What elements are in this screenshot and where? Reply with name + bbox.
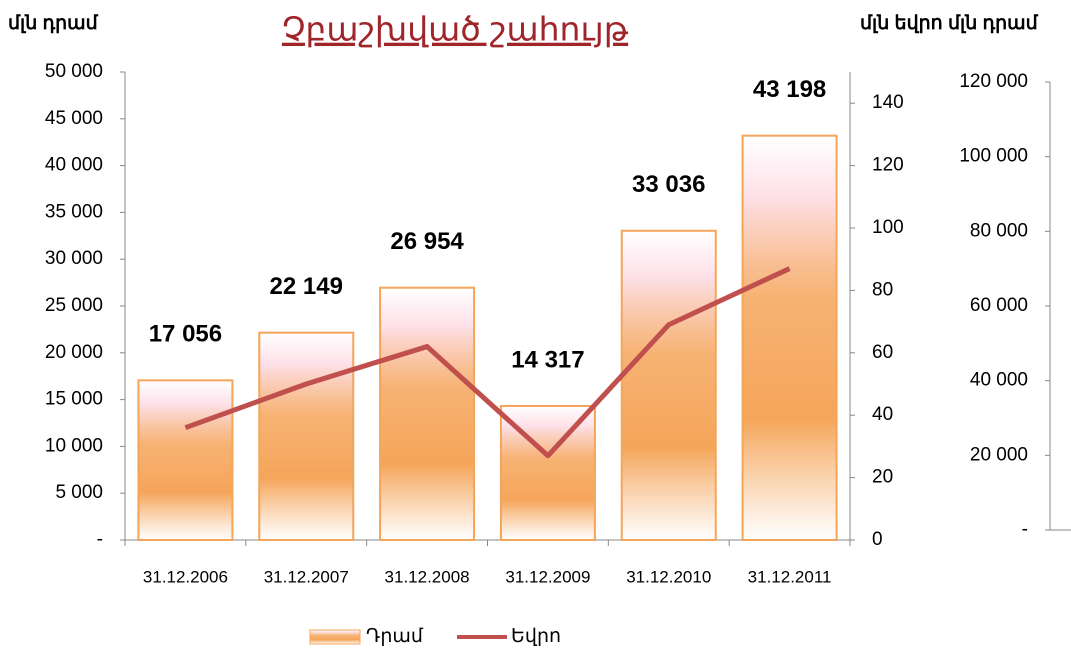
legend-swatch: [309, 629, 361, 645]
x-tick-label: 31.12.2006: [143, 567, 228, 586]
y-tick-label: 15 000: [45, 389, 103, 410]
bar: [379, 286, 476, 542]
legend-label: Եվրո: [511, 626, 561, 647]
bar: [741, 134, 838, 541]
y2-tick-label: 120: [872, 155, 904, 176]
y2-tick-label: 80: [872, 279, 893, 300]
bar: [137, 379, 234, 541]
y2-tick-label: 20: [872, 467, 893, 488]
line-series: [184, 266, 791, 459]
y2-tick-label: 0: [872, 529, 883, 550]
y-tick-label: 100 000: [959, 146, 1028, 167]
bar: [258, 331, 355, 541]
y-tick-label: -: [97, 529, 103, 550]
y-axis-label: մլն դրամ: [948, 13, 1039, 34]
y-tick-label: -: [1022, 519, 1028, 540]
data-label: 14 317: [511, 346, 584, 373]
y-tick-label: 40 000: [970, 370, 1028, 391]
y-tick-label: 60 000: [970, 295, 1028, 316]
chart-title: Չբաշխված շահույթ: [282, 11, 629, 48]
y-tick-label: 40 000: [45, 155, 103, 176]
data-label: 43 198: [753, 76, 826, 103]
y-tick-label: 35 000: [45, 201, 103, 222]
y2-tick-label: 60: [872, 342, 893, 363]
y-tick-label: 80 000: [970, 220, 1028, 241]
legend-label: Դրամ: [366, 626, 424, 647]
data-label: 17 056: [149, 321, 222, 348]
y2-tick-label: 140: [872, 92, 904, 113]
y-tick-label: 5 000: [55, 482, 103, 503]
data-label: 22 149: [270, 273, 343, 300]
y-tick-label: 120 000: [959, 71, 1028, 92]
data-label: 33 036: [632, 171, 705, 198]
y-tick-label: 20 000: [970, 444, 1028, 465]
x-tick-label: 31.12.2011: [748, 567, 832, 586]
y-axis-label: մլն դրամ: [8, 13, 99, 34]
x-tick-label: 31.12.2009: [505, 567, 590, 586]
y2-tick-label: 40: [872, 404, 893, 425]
y-tick-label: 45 000: [45, 108, 103, 129]
y-tick-label: 10 000: [45, 435, 103, 456]
x-tick-label: 31.12.2010: [626, 567, 711, 586]
y-tick-label: 25 000: [45, 295, 103, 316]
y-tick-label: 50 000: [45, 61, 103, 82]
x-tick-label: 31.12.2007: [264, 567, 349, 586]
y2-axis-label: մլն եվրո: [860, 13, 943, 34]
y-tick-label: 30 000: [45, 248, 103, 269]
data-label: 26 954: [390, 228, 464, 255]
y2-tick-label: 100: [872, 217, 904, 238]
x-tick-label: 31.12.2008: [385, 567, 470, 586]
bar: [620, 229, 717, 541]
y-tick-label: 20 000: [45, 342, 103, 363]
